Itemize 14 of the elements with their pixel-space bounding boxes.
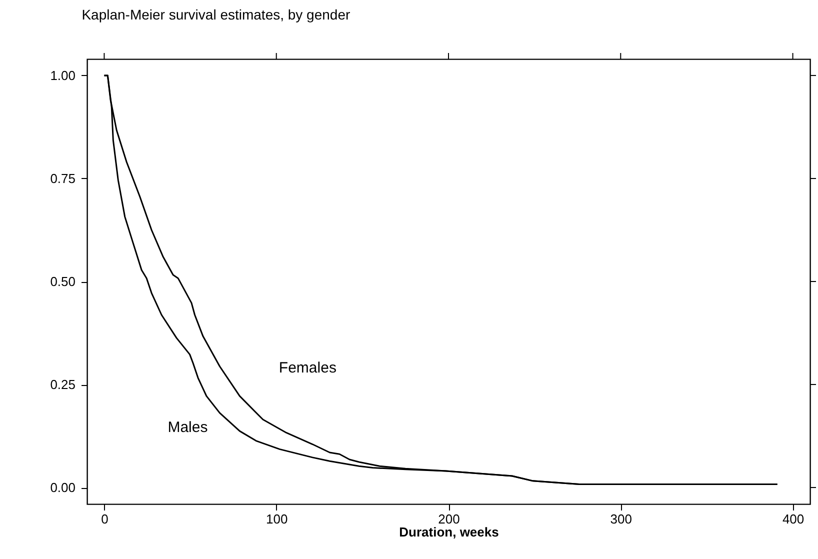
- y-tick-label: 0.00: [50, 480, 76, 496]
- y-tick-label: 0.50: [50, 274, 76, 289]
- x-tick-label: 400: [782, 512, 804, 526]
- y-tick-label: 1.00: [50, 68, 76, 83]
- text: Females: [278, 360, 336, 377]
- series-label: Males: [168, 418, 208, 436]
- x-axis-title: Duration, weeks: [399, 524, 499, 540]
- x-tick-label: 300: [610, 512, 632, 526]
- y-tick-label: 0.25: [50, 377, 76, 392]
- x-tick-label: 0: [101, 512, 108, 526]
- chart-title: Kaplan-Meier survival estimates, by gender: [82, 6, 350, 22]
- x-tick-label: 100: [266, 512, 288, 526]
- x-tick-label: 200: [438, 512, 460, 526]
- y-tick-label: 0.75: [50, 170, 76, 186]
